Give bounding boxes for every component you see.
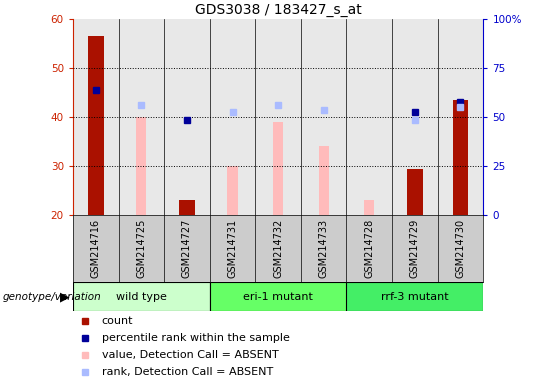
Text: rrf-3 mutant: rrf-3 mutant — [381, 291, 449, 302]
Bar — [179, 200, 195, 215]
Text: genotype/variation: genotype/variation — [3, 291, 102, 302]
Bar — [255, 19, 301, 215]
Bar — [364, 200, 374, 215]
Bar — [210, 19, 255, 215]
Bar — [118, 19, 164, 215]
Text: value, Detection Call = ABSENT: value, Detection Call = ABSENT — [102, 350, 279, 360]
Text: GSM214725: GSM214725 — [136, 219, 146, 278]
Bar — [273, 122, 283, 215]
Bar — [210, 282, 347, 311]
Bar — [73, 19, 118, 215]
Text: count: count — [102, 316, 133, 326]
Bar — [319, 147, 329, 215]
Text: wild type: wild type — [116, 291, 167, 302]
Text: percentile rank within the sample: percentile rank within the sample — [102, 333, 289, 343]
Bar — [347, 19, 392, 215]
Bar — [455, 110, 465, 215]
Bar — [392, 19, 438, 215]
Bar — [136, 117, 146, 215]
Text: rank, Detection Call = ABSENT: rank, Detection Call = ABSENT — [102, 367, 273, 377]
Bar — [347, 282, 483, 311]
Title: GDS3038 / 183427_s_at: GDS3038 / 183427_s_at — [195, 3, 361, 17]
Bar — [164, 19, 210, 215]
Bar — [227, 166, 238, 215]
Text: GSM214716: GSM214716 — [91, 219, 100, 278]
Bar — [407, 169, 423, 215]
Text: GSM214731: GSM214731 — [227, 219, 238, 278]
Text: eri-1 mutant: eri-1 mutant — [243, 291, 313, 302]
Text: GSM214730: GSM214730 — [456, 219, 465, 278]
Bar — [438, 19, 483, 215]
Text: GSM214732: GSM214732 — [273, 219, 283, 278]
Bar — [87, 36, 104, 215]
Text: ▶: ▶ — [60, 290, 70, 303]
Bar — [453, 100, 469, 215]
Text: GSM214727: GSM214727 — [182, 219, 192, 278]
Text: GSM214728: GSM214728 — [364, 219, 374, 278]
Text: GSM214729: GSM214729 — [410, 219, 420, 278]
Bar — [301, 19, 347, 215]
Text: GSM214733: GSM214733 — [319, 219, 329, 278]
Bar — [73, 282, 210, 311]
